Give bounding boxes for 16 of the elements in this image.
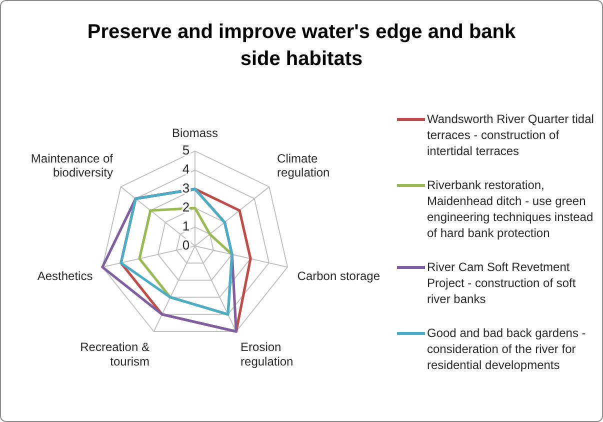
spoke-label: Maintenance of biodiversity [30, 151, 114, 180]
spoke-label: Aesthetics [37, 268, 93, 283]
y-tick-label: 0 [182, 238, 190, 253]
legend-label: Riverbank restoration, Maidenhead ditch - use green engineering techniques instead of hard bank protection [427, 177, 594, 241]
spoke-label: Climate regulation [277, 151, 330, 180]
spoke-label: Erosion regulation [240, 340, 294, 368]
legend-label: River Cam Soft Revetment Project - construction of soft river banks [427, 259, 577, 307]
legend-label: Good and bad back gardens - consideration of the river for residential developments [427, 325, 587, 373]
spoke-label: Carbon storage [297, 268, 380, 283]
spoke-label: Recreation & tourism [80, 340, 150, 368]
legend-label: Wandsworth River Quarter tidal terraces - construction of intertidal terraces [427, 111, 595, 159]
chart-title: Preserve and improve water's edge and bank side habitats [86, 20, 517, 72]
spoke-label: Biomass [172, 126, 218, 140]
y-tick-label: 1 [182, 218, 190, 234]
y-tick-label: 4 [182, 162, 190, 177]
y-tick-label: 5 [182, 142, 190, 158]
